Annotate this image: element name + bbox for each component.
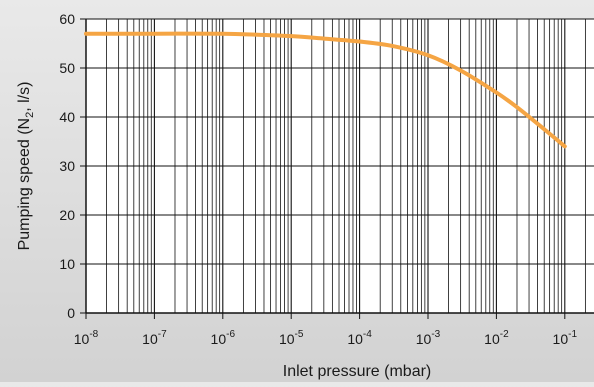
data-point	[563, 144, 567, 148]
x-tick-exponent: -5	[295, 329, 304, 340]
x-tick-label: 10-6	[211, 329, 236, 347]
x-tick-label: 10-1	[553, 329, 578, 347]
y-tick-label: 40	[59, 109, 75, 125]
x-tick-label: 10-8	[74, 329, 99, 347]
y-tick-label: 50	[59, 60, 75, 76]
data-point	[459, 68, 463, 73]
data-point	[390, 44, 394, 48]
x-tick-base: 10	[142, 331, 158, 347]
x-tick-label: 10-7	[142, 329, 167, 347]
x-tick-exponent: -6	[226, 329, 235, 340]
x-tick-exponent: -8	[89, 329, 98, 340]
x-tick-exponent: -1	[568, 329, 577, 340]
y-tick-label: 30	[59, 158, 75, 174]
x-tick-base: 10	[279, 331, 295, 347]
x-tick-exponent: -7	[158, 329, 167, 340]
data-point	[322, 37, 326, 41]
x-tick-label: 10-2	[484, 329, 509, 347]
x-tick-base: 10	[553, 331, 569, 347]
data-point	[152, 32, 156, 36]
x-tick-exponent: -2	[500, 329, 509, 340]
data-point	[358, 39, 362, 44]
data-point	[494, 90, 498, 95]
x-axis-label: Inlet pressure (mbar)	[283, 363, 432, 380]
data-point	[221, 32, 225, 36]
y-tick-label: 0	[67, 305, 75, 321]
data-point	[426, 53, 430, 57]
data-point	[289, 34, 293, 38]
y-tick-label: 20	[59, 207, 75, 223]
x-tick-base: 10	[416, 331, 432, 347]
data-point	[515, 105, 519, 109]
y-axis-label: Pumping speed (N2, l/s)	[16, 82, 36, 251]
y-tick-label: 10	[59, 256, 75, 272]
x-tick-base: 10	[484, 331, 500, 347]
x-tick-base: 10	[347, 331, 363, 347]
x-tick-base: 10	[211, 331, 227, 347]
line-layer	[84, 31, 567, 149]
y-tick-label: 60	[59, 11, 75, 27]
x-tick-exponent: -3	[431, 329, 440, 340]
x-tick-label: 10-5	[279, 329, 304, 347]
x-tick-base: 10	[74, 331, 90, 347]
x-tick-exponent: -4	[363, 329, 372, 340]
x-tick-label: 10-3	[416, 329, 441, 347]
x-tick-label: 10-4	[347, 329, 372, 347]
grid	[80, 18, 594, 319]
y-label-part: , l/s)	[16, 82, 33, 112]
data-point	[253, 33, 258, 37]
data-point	[542, 127, 546, 131]
y-label-subscript: 2	[24, 112, 36, 118]
y-label-part: Pumping speed (N	[16, 118, 33, 251]
data-point	[84, 32, 88, 36]
